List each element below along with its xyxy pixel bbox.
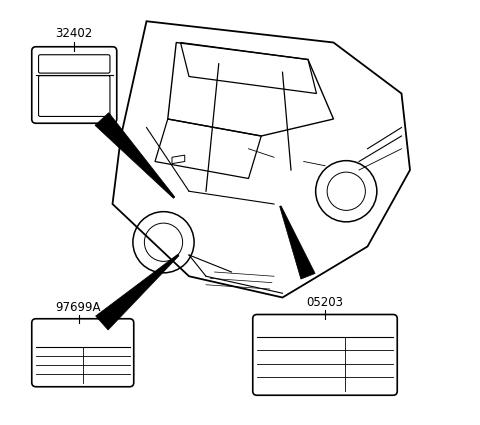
Text: 05203: 05203 (307, 296, 344, 309)
Text: 97699A: 97699A (56, 300, 101, 314)
Text: 32402: 32402 (56, 27, 93, 40)
FancyBboxPatch shape (253, 314, 397, 395)
FancyBboxPatch shape (32, 319, 134, 387)
FancyBboxPatch shape (38, 55, 110, 73)
FancyBboxPatch shape (38, 76, 110, 116)
FancyBboxPatch shape (32, 47, 117, 123)
Polygon shape (96, 254, 179, 330)
Polygon shape (95, 113, 175, 198)
Polygon shape (280, 206, 315, 279)
